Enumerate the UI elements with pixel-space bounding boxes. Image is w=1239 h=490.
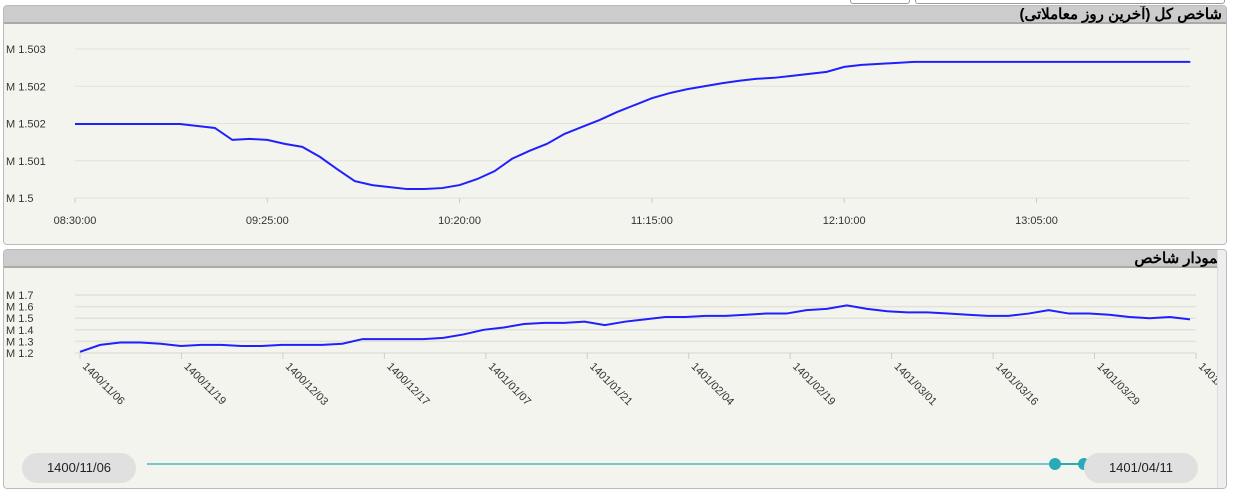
y-tick-label: M 1.5	[6, 313, 34, 325]
x-tick-label: 13:05:00	[1015, 215, 1058, 227]
y-tick-label: M 1.503	[6, 44, 46, 56]
y-tick-label: M 1.502	[6, 81, 46, 93]
x-tick-label: 1400/12/03	[283, 361, 330, 408]
history-panel: نمودار شاخص M 1.7 M 1.6 M 1.5 M 1.4 M 1.3 M 1…	[3, 249, 1227, 489]
y-tick-label: M 1.4	[6, 325, 34, 337]
x-tick-label: 1401/02/04	[689, 361, 736, 408]
top-button[interactable]	[915, 0, 1225, 4]
x-tick-label: 1400/11/06	[80, 361, 127, 408]
series-line	[75, 60, 1191, 191]
y-tick-label: M 1.5	[6, 193, 34, 205]
x-tick-label: 1401/03/29	[1094, 361, 1141, 408]
panel-title: نمودار شاخص	[4, 250, 1226, 268]
y-tick-label: M 1.501	[6, 156, 46, 168]
range-end-label[interactable]: 1401/04/11	[1084, 453, 1198, 483]
intraday-panel: شاخص کل (آخرین روز معاملاتی) M 1.503 M 1.…	[3, 5, 1227, 245]
x-tick-label: 1400/11/19	[181, 361, 228, 408]
x-tick-label: 10:20:00	[438, 215, 481, 227]
y-tick-label: M 1.3	[6, 336, 34, 348]
intraday-chart: M 1.503 M 1.502 M 1.502 M 1.501 M 1.5 08:30:0…	[6, 44, 1191, 227]
x-tick-label: 1401/03/01	[892, 361, 939, 408]
x-tick-label: 1401/01/21	[587, 361, 634, 408]
x-tick-label: 12:10:00	[823, 215, 866, 227]
panel-title: شاخص کل (آخرین روز معاملاتی)	[4, 6, 1226, 24]
y-tick-label: M 1.6	[6, 302, 34, 314]
x-tick-label: 08:30:00	[54, 215, 97, 227]
navigator-handle-start[interactable]	[1049, 458, 1061, 470]
y-tick-label: M 1.2	[6, 348, 34, 360]
scrollbar[interactable]	[1217, 250, 1226, 488]
series-line	[79, 304, 1191, 353]
history-chart: M 1.7M 1.6M 1.5M 1.4M 1.3M 1.2 1400/11/06…	[6, 290, 1226, 470]
y-tick-label: M 1.7	[6, 290, 34, 302]
x-tick-label: 09:25:00	[246, 215, 289, 227]
x-tick-label: 1401/02/19	[790, 361, 837, 408]
y-tick-label: M 1.502	[6, 119, 46, 131]
x-tick-label: 11:15:00	[631, 215, 673, 227]
x-tick-label: 1400/12/17	[384, 361, 431, 408]
x-tick-label: 1401/01/07	[486, 361, 533, 408]
x-tick-label: 1401/03/16	[993, 361, 1040, 408]
range-start-label[interactable]: 1400/11/06	[22, 453, 136, 483]
top-button[interactable]	[850, 0, 910, 4]
